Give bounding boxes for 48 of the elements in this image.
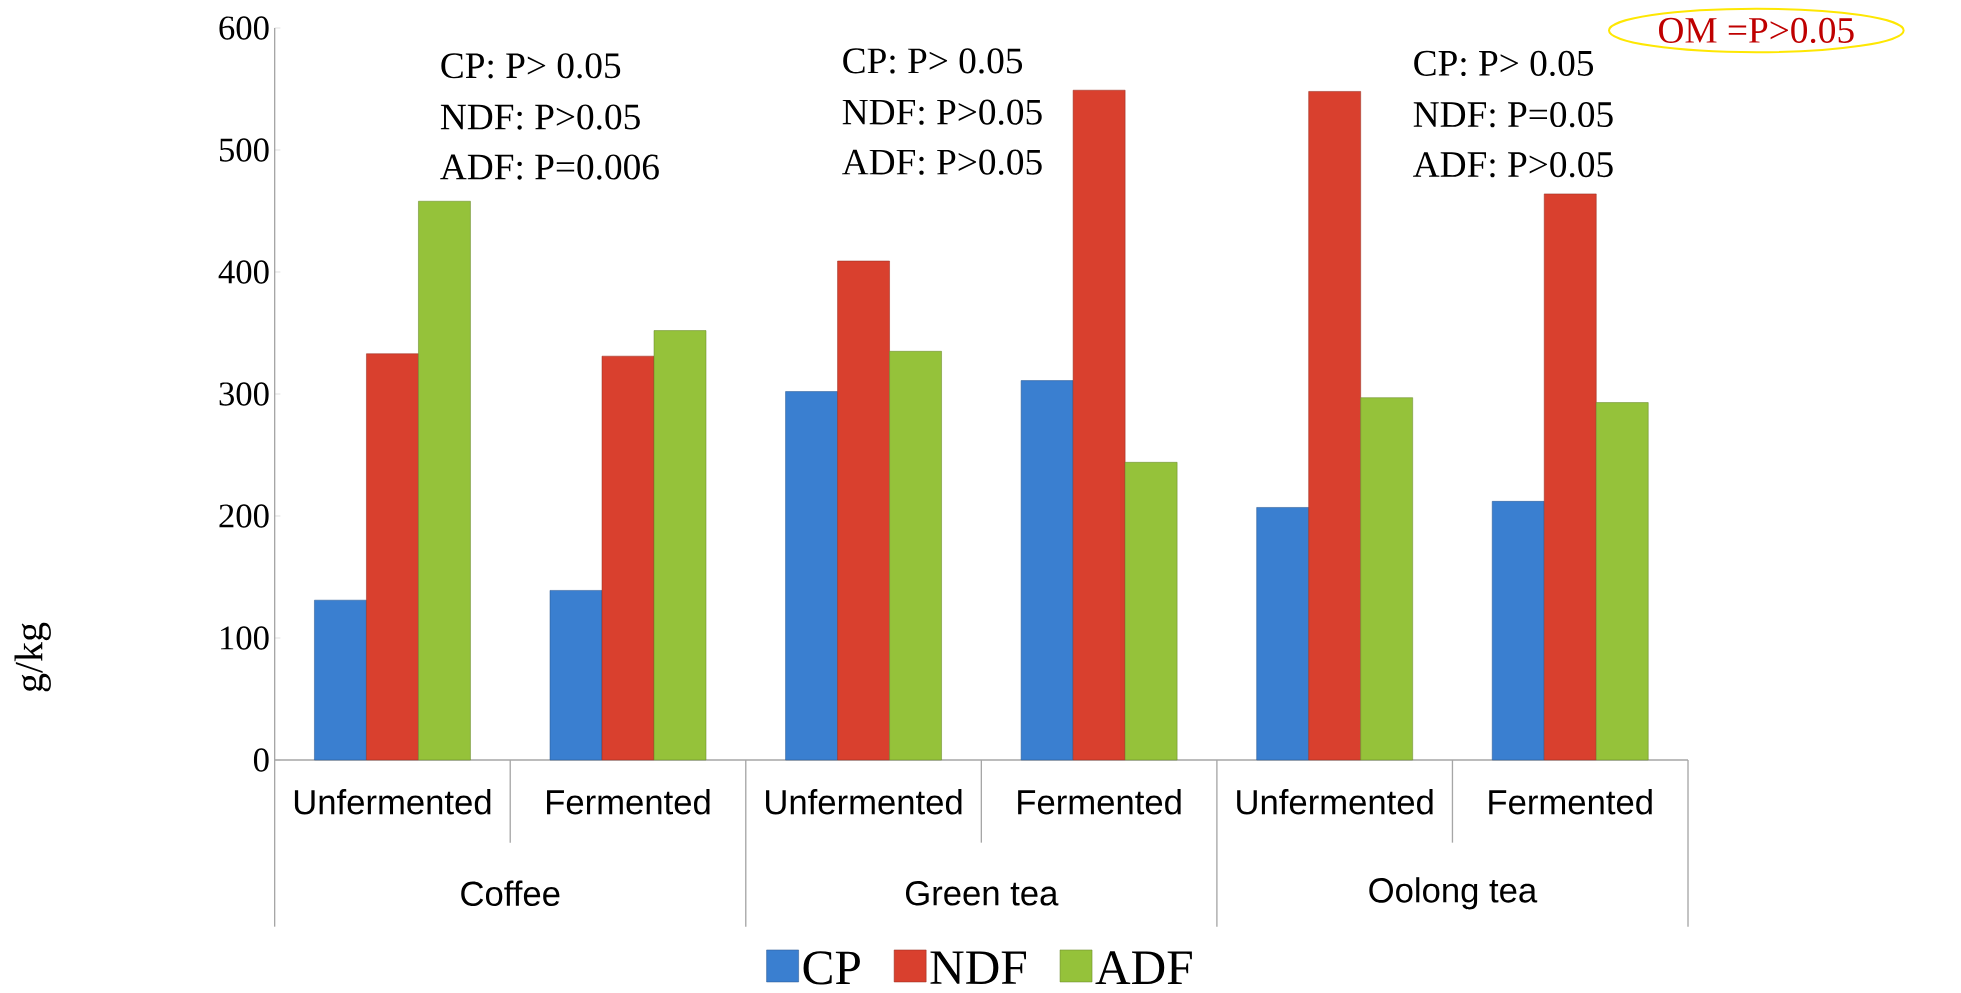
text: Green tea	[905, 881, 1059, 906]
bar	[785, 391, 838, 761]
bar	[314, 599, 367, 761]
bar	[1360, 397, 1413, 761]
annotation: CP: P> 0.05	[843, 48, 1023, 74]
bar	[549, 590, 603, 761]
bar	[1308, 91, 1361, 761]
x-tick-label: Fermented	[547, 789, 710, 815]
annotation: OM =P>0.05	[1659, 17, 1854, 44]
bar	[1543, 193, 1597, 761]
annotation: NDF: P>0.05	[440, 104, 640, 130]
x-tick-label: Fermented	[1018, 789, 1181, 815]
legend-label: ADF	[1095, 951, 1192, 985]
y-tick-label: 100	[221, 626, 269, 650]
bar	[837, 260, 890, 761]
y-tick-label: 200	[219, 504, 269, 528]
y-tick-label: 400	[218, 260, 269, 284]
y-tick-label: 0	[253, 748, 269, 772]
x-tick-label: Unfermented	[1237, 789, 1433, 815]
annotation: NDF: P=0.05	[1413, 101, 1613, 128]
bar	[1256, 507, 1309, 761]
bar	[366, 353, 419, 761]
text: Oolong tea	[1369, 877, 1538, 910]
bar	[601, 355, 655, 761]
x-tick-label: Unfermented	[766, 789, 962, 815]
bar	[1595, 402, 1649, 761]
bar	[1072, 89, 1126, 761]
bar	[418, 200, 471, 761]
bar	[889, 351, 942, 761]
text: Coffee	[461, 880, 560, 907]
annotation: ADF: P>0.05	[842, 149, 1042, 175]
x-tick-label: Unfermented	[294, 789, 491, 815]
bar	[1491, 501, 1545, 761]
y-tick-label: 500	[219, 138, 269, 162]
annotation: ADF: P=0.006	[440, 154, 659, 180]
legend-label: CP	[803, 951, 860, 985]
y-tick-label: 600	[219, 16, 269, 40]
annotation: NDF: P>0.05	[842, 99, 1042, 125]
annotation: ADF: P>0.05	[1413, 151, 1613, 178]
annotation: CP: P> 0.05	[1414, 50, 1594, 77]
y-axis-title: g/kg	[14, 622, 51, 692]
y-tick-label: 300	[219, 382, 269, 406]
annotation: CP: P> 0.05	[441, 53, 621, 79]
legend-label: NDF	[930, 951, 1026, 984]
bar	[1124, 462, 1178, 761]
bar	[1020, 380, 1074, 761]
bar	[653, 330, 707, 761]
x-tick-label: Fermented	[1489, 789, 1652, 815]
